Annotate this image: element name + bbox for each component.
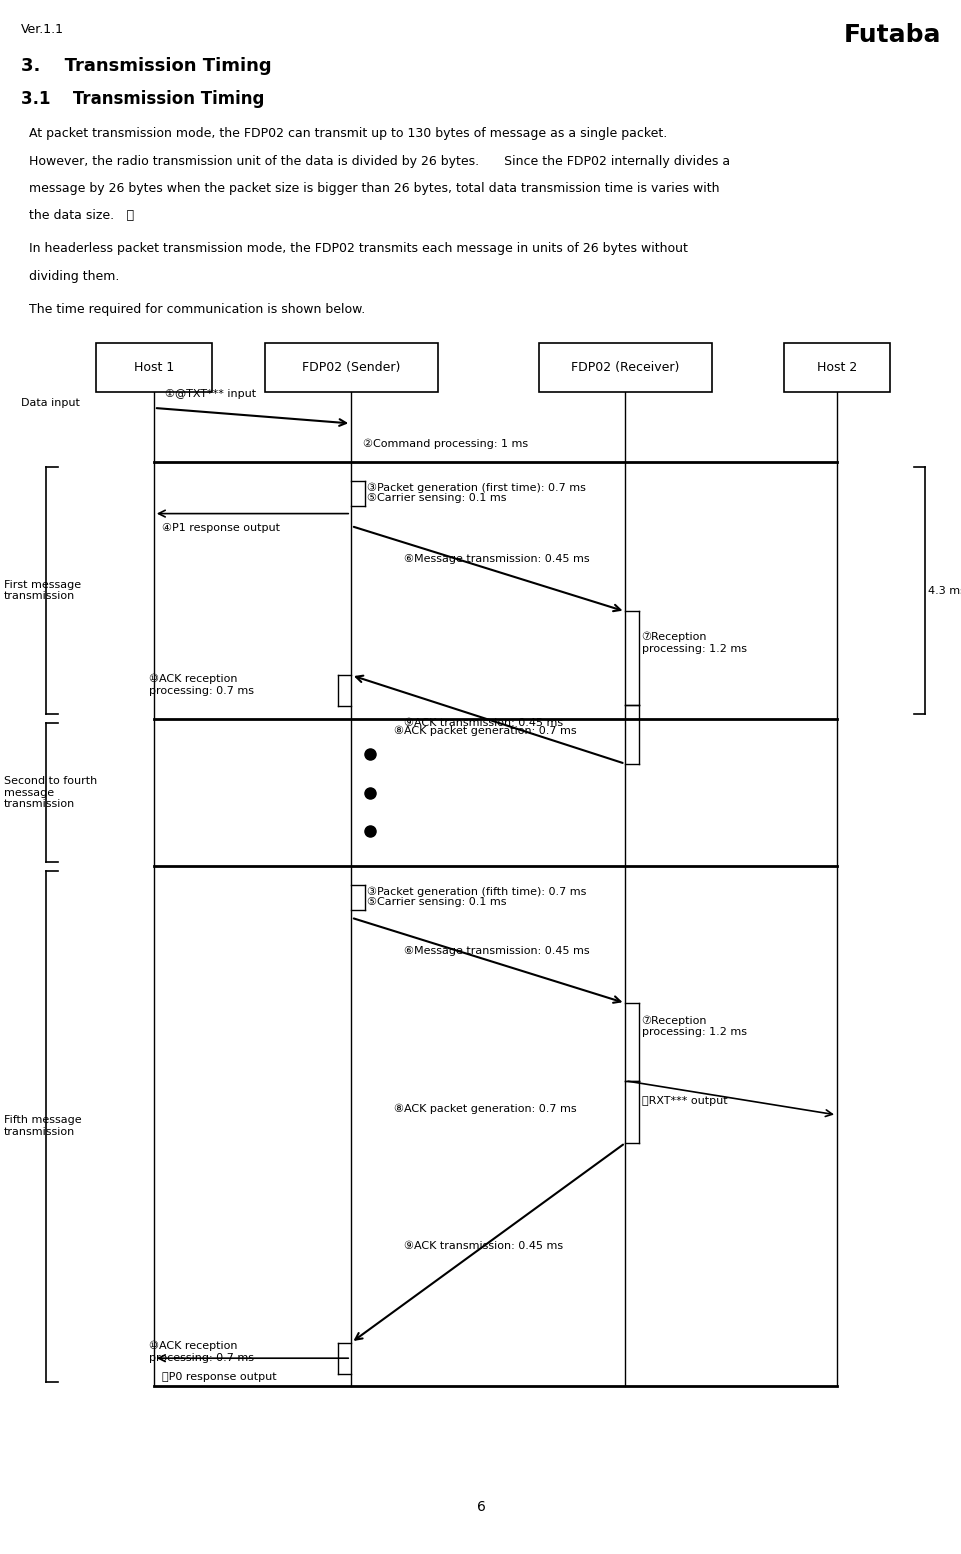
- Text: Host 2: Host 2: [816, 361, 856, 375]
- Text: First message
transmission: First message transmission: [4, 580, 81, 601]
- FancyBboxPatch shape: [538, 342, 711, 392]
- Text: However, the radio transmission unit of the data is divided by 26 bytes.  Since : However, the radio transmission unit of …: [21, 154, 729, 168]
- Text: Ver.1.1: Ver.1.1: [21, 23, 64, 36]
- Text: Host 1: Host 1: [134, 361, 174, 375]
- Text: ⑤Carrier sensing: 0.1 ms: ⑤Carrier sensing: 0.1 ms: [367, 493, 506, 503]
- Text: ③Packet generation (fifth time): 0.7 ms: ③Packet generation (fifth time): 0.7 ms: [367, 886, 586, 897]
- Text: ⑦Reception
processing: 1.2 ms: ⑦Reception processing: 1.2 ms: [641, 1015, 746, 1038]
- Text: ⑨ACK transmission: 0.45 ms: ⑨ACK transmission: 0.45 ms: [404, 718, 562, 727]
- Text: 3.  Transmission Timing: 3. Transmission Timing: [21, 57, 272, 76]
- Text: ⑤Carrier sensing: 0.1 ms: ⑤Carrier sensing: 0.1 ms: [367, 897, 506, 908]
- Text: In headerless packet transmission mode, the FDP02 transmits each message in unit: In headerless packet transmission mode, …: [21, 242, 687, 255]
- Text: Second to fourth
message
transmission: Second to fourth message transmission: [4, 775, 97, 810]
- Text: ③Packet generation (first time): 0.7 ms: ③Packet generation (first time): 0.7 ms: [367, 482, 586, 493]
- Text: ⑩ACK reception
processing: 0.7 ms: ⑩ACK reception processing: 0.7 ms: [149, 673, 254, 696]
- Text: ⑨ACK transmission: 0.45 ms: ⑨ACK transmission: 0.45 ms: [404, 1242, 562, 1251]
- Text: ⑧ACK packet generation: 0.7 ms: ⑧ACK packet generation: 0.7 ms: [394, 1103, 577, 1114]
- Text: ①@TXT*** input: ①@TXT*** input: [165, 388, 257, 398]
- Text: 4.3 ms: 4.3 ms: [927, 586, 961, 595]
- Text: ⑩ACK reception
processing: 0.7 ms: ⑩ACK reception processing: 0.7 ms: [149, 1341, 254, 1363]
- Text: dividing them.: dividing them.: [21, 269, 119, 283]
- Text: The time required for communication is shown below.: The time required for communication is s…: [21, 303, 365, 315]
- Text: FDP02 (Receiver): FDP02 (Receiver): [571, 361, 678, 375]
- Text: ⑧ACK packet generation: 0.7 ms: ⑧ACK packet generation: 0.7 ms: [394, 726, 577, 737]
- Text: FDP02 (Sender): FDP02 (Sender): [302, 361, 400, 375]
- Text: Data input: Data input: [21, 398, 80, 409]
- Text: Futaba: Futaba: [843, 23, 940, 47]
- Text: the data size. 。: the data size. 。: [21, 208, 135, 222]
- Text: At packet transmission mode, the FDP02 can transmit up to 130 bytes of message a: At packet transmission mode, the FDP02 c…: [21, 127, 667, 140]
- Text: ⑥Message transmission: 0.45 ms: ⑥Message transmission: 0.45 ms: [404, 946, 589, 956]
- FancyBboxPatch shape: [783, 342, 889, 392]
- Text: ②Command processing: 1 ms: ②Command processing: 1 ms: [362, 438, 528, 449]
- Text: ⑦Reception
processing: 1.2 ms: ⑦Reception processing: 1.2 ms: [641, 631, 746, 654]
- FancyBboxPatch shape: [96, 342, 211, 392]
- Text: message by 26 bytes when the packet size is bigger than 26 bytes, total data tra: message by 26 bytes when the packet size…: [21, 182, 719, 194]
- Text: 6: 6: [476, 1500, 485, 1515]
- Text: ⑬P0 response output: ⑬P0 response output: [161, 1372, 276, 1382]
- Text: ④P1 response output: ④P1 response output: [161, 522, 280, 533]
- Text: Fifth message
transmission: Fifth message transmission: [4, 1116, 82, 1138]
- Text: ⑪RXT*** output: ⑪RXT*** output: [641, 1096, 727, 1106]
- Text: ⑥Message transmission: 0.45 ms: ⑥Message transmission: 0.45 ms: [404, 555, 589, 564]
- FancyBboxPatch shape: [264, 342, 437, 392]
- Text: 3.1  Transmission Timing: 3.1 Transmission Timing: [21, 90, 264, 109]
